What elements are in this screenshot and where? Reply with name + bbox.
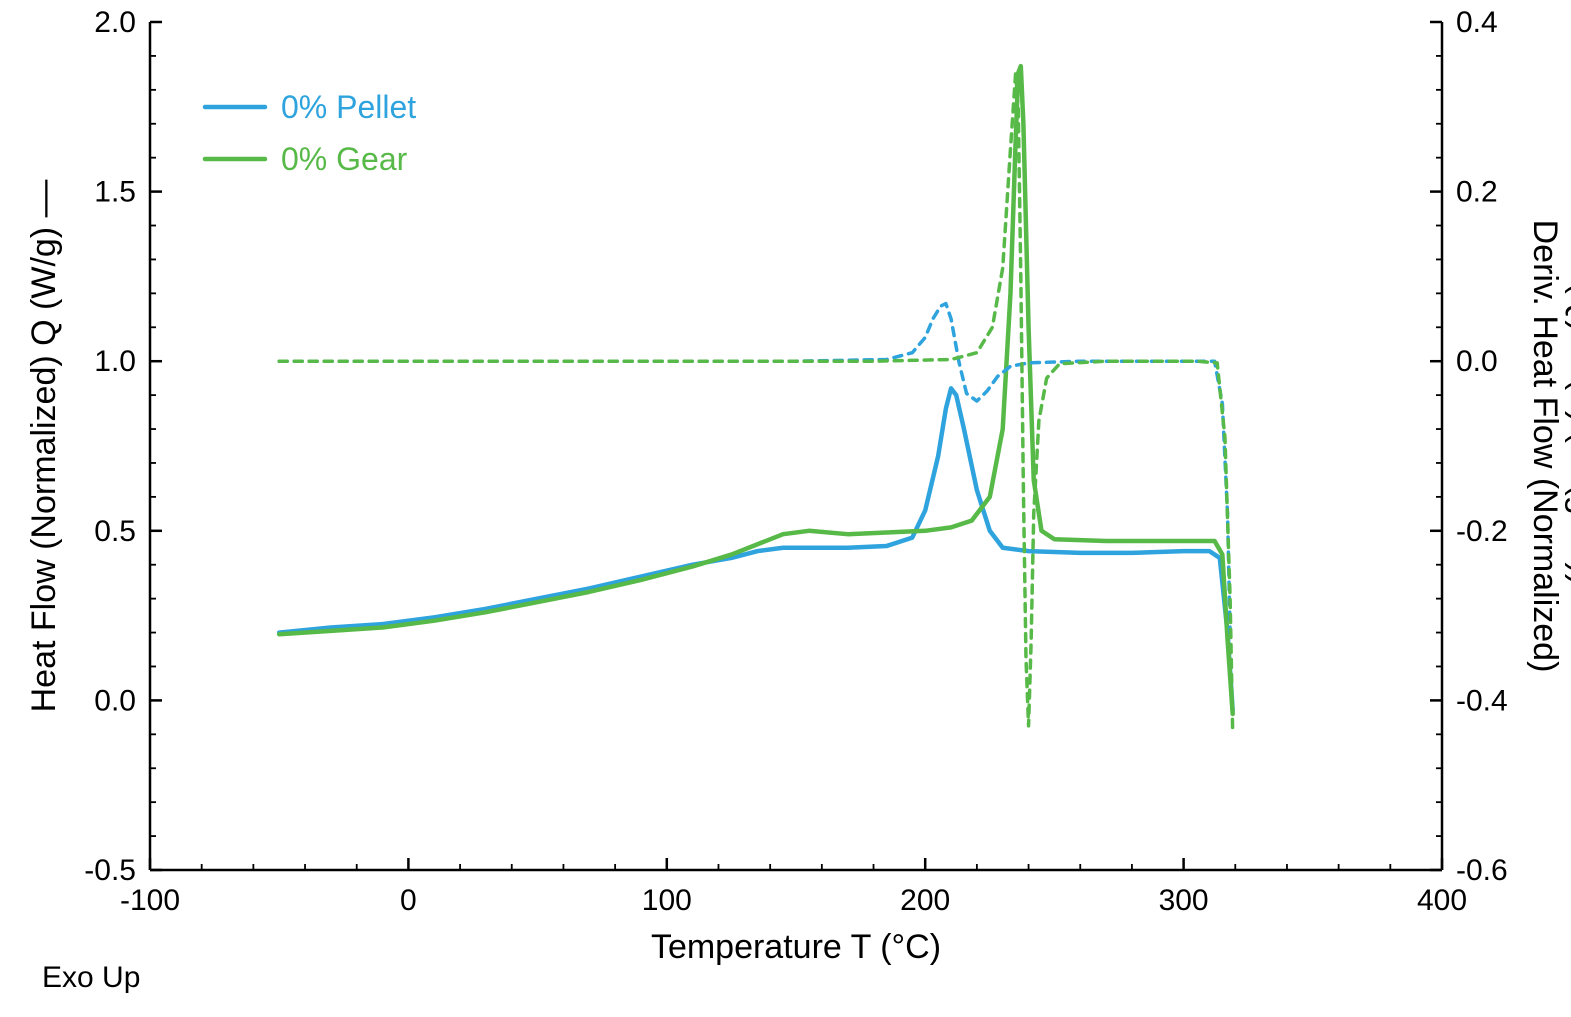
y-left-axis-label: Heat Flow (Normalized) Q (W/g) –– xyxy=(25,180,63,713)
y-left-tick-label: -0.5 xyxy=(84,854,136,887)
legend-label: 0% Gear xyxy=(281,141,408,177)
x-tick-label: -100 xyxy=(120,884,180,917)
x-axis-label: Temperature T (°C) xyxy=(651,928,941,966)
chart-svg: -100 0 100 200 300 400 -0.5 0.0 0.5 1.0 1.5 2.0 -0.6… xyxy=(0,0,1571,1017)
y-right-tick-label: 0.2 xyxy=(1456,176,1498,209)
y-left-tick-label: 1.0 xyxy=(94,345,136,378)
y-left-tick-label: 1.5 xyxy=(94,176,136,209)
y-left-tick-label: 0.5 xyxy=(94,515,136,548)
y-right-tick-label: -0.2 xyxy=(1456,515,1508,548)
y-right-tick-label: 0.0 xyxy=(1456,345,1498,378)
x-tick-label: 200 xyxy=(900,884,950,917)
legend-label: 0% Pellet xyxy=(281,89,416,125)
x-tick-label: 0 xyxy=(400,884,417,917)
exo-up-annotation: Exo Up xyxy=(42,961,140,994)
x-tick-label: 400 xyxy=(1417,884,1467,917)
y-right-tick-label: -0.6 xyxy=(1456,854,1508,887)
y-right-tick-label: 0.4 xyxy=(1456,6,1498,39)
y-right-axis-label-1: Deriv. Heat Flow (Normalized) xyxy=(1526,220,1564,673)
x-tick-label: 100 xyxy=(642,884,692,917)
x-tick-label: 300 xyxy=(1159,884,1209,917)
y-right-tick-label: -0.4 xyxy=(1456,684,1508,717)
dsc-chart: -100 0 100 200 300 400 -0.5 0.0 0.5 1.0 1.5 2.0 -0.6… xyxy=(0,0,1571,1017)
y-left-tick-label: 0.0 xyxy=(94,684,136,717)
y-right-axis-label-2: d(Q) / d(T) (W/(g.°C)) --- xyxy=(1564,264,1571,629)
y-left-tick-label: 2.0 xyxy=(94,6,136,39)
